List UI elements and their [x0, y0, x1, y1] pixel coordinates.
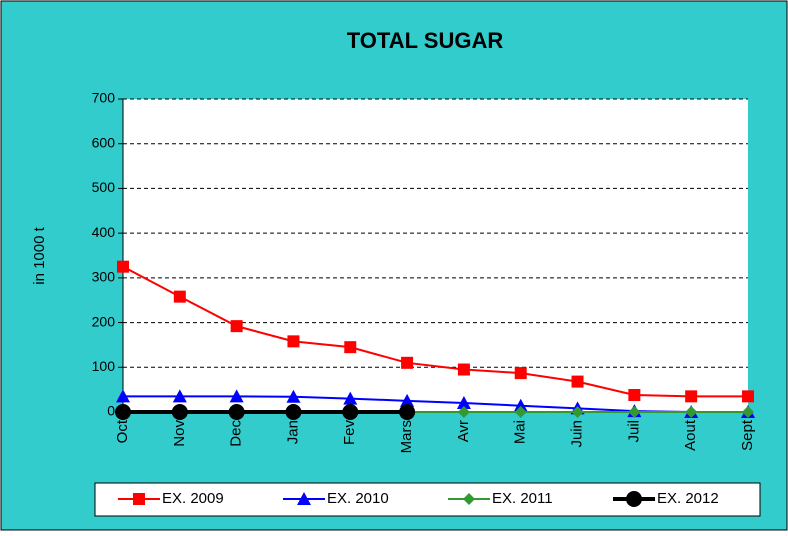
chart-title: TOTAL SUGAR	[347, 28, 504, 53]
data-point	[285, 404, 302, 420]
x-tick-label: Dec	[228, 420, 245, 447]
data-point	[742, 406, 754, 418]
data-point	[628, 389, 641, 402]
data-point	[514, 406, 527, 418]
data-point	[399, 404, 416, 420]
x-tick-label: Sept	[739, 419, 756, 451]
x-tick-label: Oct	[114, 419, 131, 443]
data-point	[230, 320, 243, 333]
y-tick-label: 400	[92, 224, 116, 240]
x-tick-label: Mars	[398, 420, 415, 453]
data-point	[286, 389, 301, 403]
data-point	[742, 390, 754, 403]
data-point	[229, 389, 244, 403]
legend-marker	[133, 493, 145, 505]
data-point	[400, 393, 415, 407]
y-tick-label: 0	[107, 403, 115, 419]
legend-label: EX. 2009	[162, 490, 224, 507]
data-point	[173, 290, 186, 303]
data-point	[401, 356, 414, 369]
series-line	[122, 265, 748, 398]
data-point	[117, 260, 129, 273]
y-tick-label: 500	[92, 179, 116, 195]
data-point	[344, 341, 357, 354]
data-point	[513, 398, 528, 412]
y-tick-label: 700	[92, 90, 116, 106]
data-point	[342, 404, 359, 420]
data-point	[116, 389, 130, 403]
data-point	[457, 406, 470, 418]
data-point	[287, 335, 300, 348]
x-tick-label: Mai	[512, 420, 529, 444]
x-tick-label: Juil	[625, 420, 642, 443]
data-point	[456, 396, 471, 410]
x-tick-label: Fev	[341, 420, 358, 446]
legend-label: EX. 2012	[657, 490, 719, 507]
x-tick-label: Avr	[455, 420, 472, 442]
data-point	[514, 367, 527, 380]
y-tick-label: 600	[92, 134, 116, 150]
data-point	[343, 391, 358, 405]
data-point	[628, 406, 641, 418]
data-point	[685, 406, 698, 418]
x-tick-label: Aout	[682, 419, 699, 451]
y-tick-label: 200	[92, 313, 116, 329]
legend-marker	[626, 491, 642, 507]
y-axis-label: in 1000 t	[31, 226, 48, 284]
legend-label: EX. 2011	[492, 490, 553, 507]
data-point	[571, 375, 584, 388]
y-tick-label: 300	[92, 269, 116, 285]
legend-label: EX. 2010	[327, 490, 389, 507]
x-tick-label: Jan	[284, 420, 301, 444]
data-point	[685, 390, 698, 403]
legend-marker	[297, 492, 311, 505]
x-tick-label: Nov	[171, 420, 188, 447]
y-tick-label: 100	[92, 358, 116, 374]
data-point	[115, 404, 131, 420]
data-point	[457, 363, 470, 376]
data-point	[172, 389, 187, 403]
legend-marker	[463, 493, 475, 505]
data-point	[171, 404, 188, 420]
data-point	[228, 404, 245, 420]
data-point	[571, 406, 584, 418]
x-tick-label: Juin	[569, 420, 586, 448]
plot-area	[123, 99, 748, 412]
